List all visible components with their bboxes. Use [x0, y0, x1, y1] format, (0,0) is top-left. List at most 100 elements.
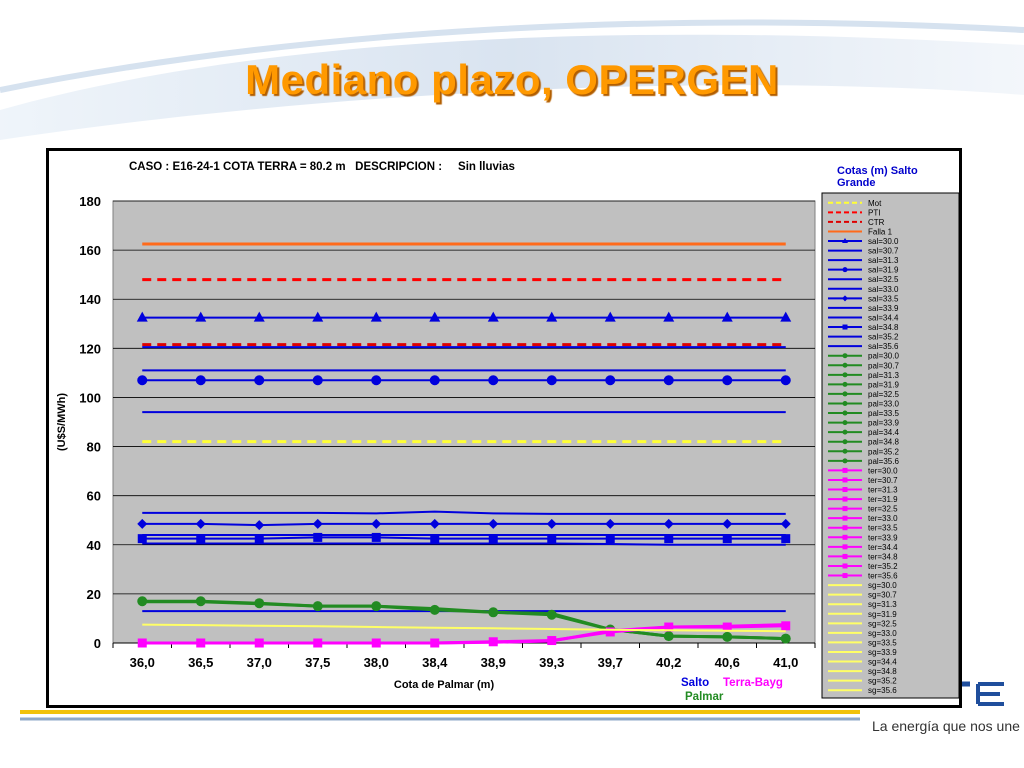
x-tick-label: 37,5: [305, 655, 330, 670]
point-salto-12: [781, 534, 791, 544]
point-salto-12: [313, 532, 323, 542]
legend-entry-label: ter=35.2: [868, 562, 898, 571]
legend-marker: [842, 429, 848, 435]
point-salto-12: [722, 534, 732, 544]
legend-marker: [842, 353, 848, 359]
legend-marker: [842, 295, 848, 302]
legend-marker: [842, 563, 848, 569]
point-salto-10: [722, 518, 733, 529]
legend-marker: [842, 534, 848, 540]
legend-entry-label: sg=33.5: [868, 638, 897, 647]
x-tick-label: 39,7: [598, 655, 623, 670]
point-salto-10: [195, 518, 206, 529]
legend-marker: [842, 487, 848, 493]
point-salto-7: [195, 375, 206, 386]
point-salto-10: [254, 520, 265, 531]
point-salto-12: [664, 534, 674, 544]
legend-entry-label: pal=34.4: [868, 428, 899, 437]
legend-entry-label: PTI: [868, 208, 880, 217]
point-salto-12: [196, 534, 206, 544]
x-tick-label: 38,9: [481, 655, 506, 670]
legend-entry-label: CTR: [868, 218, 885, 227]
y-tick-label: 20: [87, 587, 101, 602]
series-sg-19: [142, 623, 786, 633]
point-salto-10: [137, 518, 148, 529]
legend-entry-label: sg=34.8: [868, 667, 897, 676]
point-salto-10: [546, 518, 557, 529]
point-salto-7: [780, 375, 791, 386]
point-salto-7: [371, 375, 382, 386]
point-salto-7: [488, 375, 499, 386]
legend-marker: [842, 573, 848, 579]
legend-marker: [842, 448, 848, 454]
legend-entry-label: sg=35.6: [868, 686, 897, 695]
legend-entry-label: ter=34.8: [868, 552, 898, 561]
y-tick-label: 40: [87, 538, 101, 553]
point-salto-12: [605, 534, 615, 544]
point-salto-4: [487, 311, 499, 322]
y-axis-label: (U$S/MWh): [56, 393, 68, 451]
y-tick-label: 80: [87, 440, 101, 455]
y-tick-label: 140: [79, 292, 101, 307]
point-salto-4: [136, 311, 148, 322]
legend-entry-label: pal=33.9: [868, 419, 899, 428]
x-axis-label: Cota de Palmar (m): [394, 679, 495, 691]
legend-entry-label: sal=31.9: [868, 266, 899, 275]
legend-entry-label: pal=34.8: [868, 438, 899, 447]
y-tick-label: 0: [94, 636, 101, 651]
point-salto-4: [663, 311, 675, 322]
legend-entry-label: sal=30.7: [868, 247, 899, 256]
legend-entry-label: ter=33.5: [868, 524, 898, 533]
group-label-terra: Terra-Bayg: [723, 677, 783, 689]
legend-marker: [842, 467, 848, 473]
legend-entry-label: pal=31.3: [868, 371, 899, 380]
legend-entry-label: ter=34.4: [868, 543, 898, 552]
legend-entry-label: ter=30.0: [868, 466, 898, 475]
caso-value: E16-24-1 COTA TERRA = 80.2 m: [172, 161, 346, 173]
legend-entry-label: ter=31.9: [868, 495, 898, 504]
series-salto-10: [142, 522, 786, 527]
x-tick-label: 41,0: [773, 655, 798, 670]
legend-entry-label: ter=31.3: [868, 486, 898, 495]
group-label-palmar: Palmar: [685, 691, 724, 703]
legend-marker: [842, 496, 848, 502]
chart-frame: 0 20 40 60 80 100 120 140 160 180 36,0 36,5 37,0 37,5…: [46, 148, 962, 708]
legend-entry-label: ter=35.6: [868, 572, 898, 581]
legend-entry-label: pal=30.0: [868, 352, 899, 361]
point-salto-10: [780, 518, 791, 529]
x-tick-label: 38,0: [364, 655, 389, 670]
legend-marker: [842, 238, 848, 244]
point-salto-7: [254, 375, 265, 386]
legend-entry-label: sal=34.4: [868, 313, 899, 322]
descripcion-label: DESCRIPCION :: [355, 161, 443, 173]
series-salto-12: [142, 536, 786, 540]
legend-marker: [842, 439, 848, 445]
legend-entry-label: sg=31.9: [868, 610, 897, 619]
legend-marker: [842, 267, 848, 273]
legend-entry-label: sg=30.0: [868, 581, 897, 590]
point-salto-7: [722, 375, 733, 386]
legend-marker: [842, 553, 848, 559]
legend-entry-label: sal=30.0: [868, 237, 899, 246]
legend-entry-label: pal=30.7: [868, 361, 899, 370]
point-salto-10: [429, 518, 440, 529]
point-salto-7: [605, 375, 616, 386]
x-tick-label: 39,3: [539, 655, 564, 670]
legend-entry-label: sal=35.2: [868, 333, 899, 342]
point-salto-12: [430, 534, 440, 544]
point-salto-12: [488, 534, 498, 544]
series-salto-9: [142, 510, 786, 515]
point-salto-4: [312, 311, 324, 322]
y-tick-label: 180: [79, 194, 101, 209]
legend-marker: [842, 458, 848, 464]
line-chart: 0 20 40 60 80 100 120 140 160 180 36,0 36,5 37,0 37,5…: [56, 192, 959, 699]
legend-title: Cotas (m) Salto Grande: [837, 165, 918, 189]
point-salto-10: [488, 518, 499, 529]
point-salto-4: [546, 311, 558, 322]
legend-entry-label: pal=33.0: [868, 399, 899, 408]
legend-entry-label: pal=35.6: [868, 457, 899, 466]
legend-entry-label: ter=33.9: [868, 533, 898, 542]
legend-marker: [842, 477, 848, 483]
x-tick-label: 40,2: [656, 655, 681, 670]
legend-entry-label: sal=35.6: [868, 342, 899, 351]
